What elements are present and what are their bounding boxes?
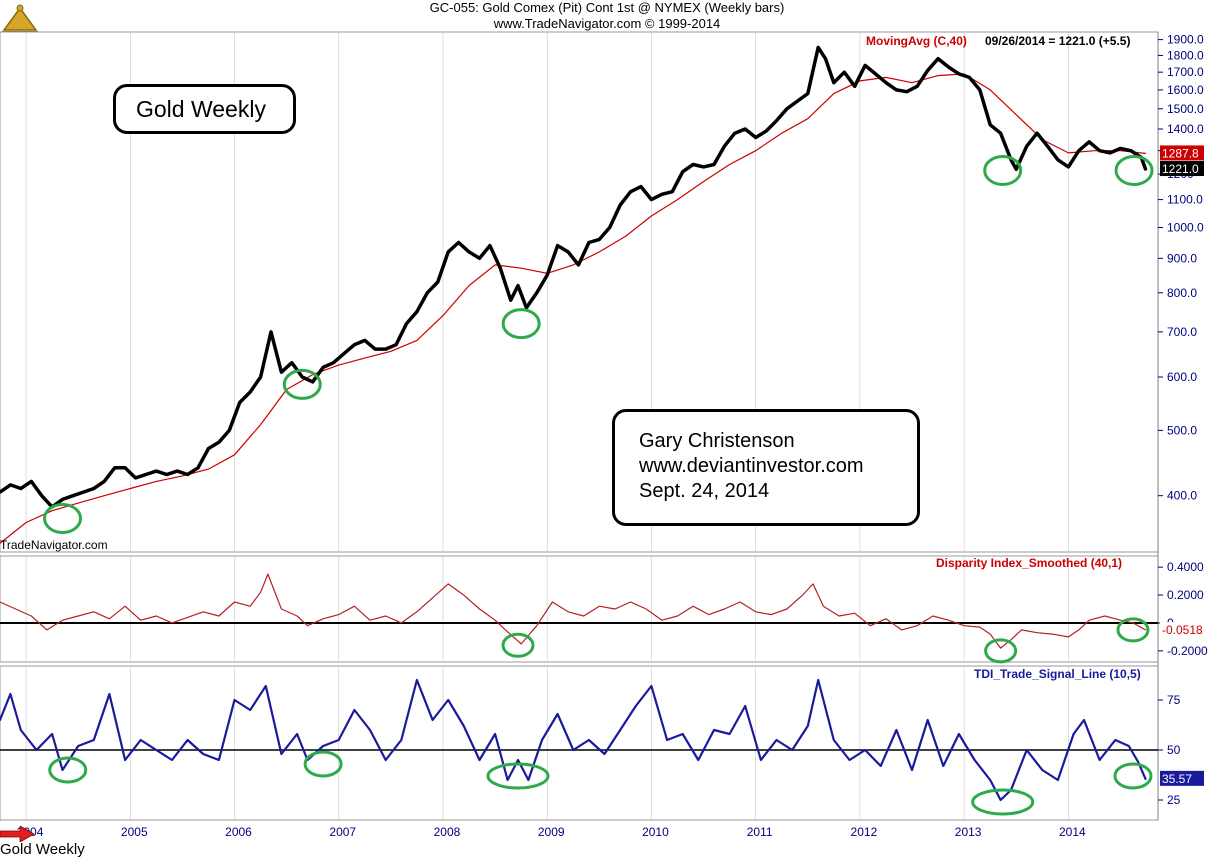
y-tick-label: 50 [1167, 743, 1181, 757]
tdi-title: TDI_Trade_Signal_Line (10,5) [974, 667, 1141, 681]
price-marker-circle [1114, 154, 1154, 186]
x-tick-label: 2011 [747, 825, 773, 839]
price-marker-circle [983, 154, 1023, 186]
x-tick-label: 2014 [1059, 825, 1086, 839]
y-tick-label: 1100.0 [1167, 193, 1203, 207]
panel-frame-tdi [0, 665, 1159, 821]
y-tick-label: 500.0 [1167, 423, 1197, 437]
gold-weekly-label: Gold Weekly [136, 96, 266, 122]
disparity-title: Disparity Index_Smoothed (40,1) [936, 556, 1122, 570]
y-tick-label: 700.0 [1167, 325, 1197, 339]
x-tick-label: 2012 [851, 825, 878, 839]
disparity-last-value-tag: -0.0518 [1162, 623, 1203, 637]
y-tick-label: 400.0 [1167, 489, 1197, 503]
disparity-marker-circle [984, 638, 1018, 664]
scroll-right-arrow-icon[interactable] [0, 826, 34, 842]
tdi-marker-circle [48, 756, 88, 784]
tdi-marker-circle [1113, 762, 1153, 790]
gold-weekly-note: Gold Weekly [113, 84, 296, 134]
author-note: Gary Christenson www.deviantinvestor.com… [612, 409, 920, 526]
price-marker-circle [501, 308, 541, 340]
moving-avg-title: MovingAvg (C,40) [866, 34, 967, 48]
x-tick-label: 2009 [538, 825, 565, 839]
tdi-last-value-tag-bg [1160, 770, 1204, 786]
ma-last-value-tag-bg [1160, 145, 1204, 161]
price-marker-circle [43, 503, 83, 535]
credit-text: TradeNavigator.com [0, 538, 108, 552]
y-tick-label: 1000.0 [1167, 220, 1204, 234]
y-tick-label: 1500.0 [1167, 102, 1204, 116]
x-tick-label: 2008 [434, 825, 461, 839]
tdi-last-value-tag: 35.57 [1162, 772, 1192, 786]
chart-title: GC-055: Gold Comex (Pit) Cont 1st @ NYME… [429, 0, 785, 15]
disparity-last-value-tag-bg [1160, 622, 1204, 638]
gold-price-line [0, 45, 1148, 509]
tdi-marker-circle [303, 750, 343, 778]
y-tick-label: 800.0 [1167, 286, 1197, 300]
x-tick-label: 2006 [225, 825, 252, 839]
ma-last-value-tag: 1287.8 [1162, 146, 1199, 160]
author-name: Gary Christenson [639, 430, 795, 452]
y-tick-label: 1900.0 [1167, 33, 1204, 47]
tdi-marker-circle [486, 762, 550, 790]
disparity-marker-circle [501, 632, 535, 658]
y-tick-label: 75 [1167, 693, 1181, 707]
footer-label: Gold Weekly [0, 841, 85, 858]
panel-frame-disparity [0, 555, 1159, 663]
x-tick-label: 2007 [329, 825, 356, 839]
y-tick-label: 900.0 [1167, 251, 1197, 265]
y-tick-label: 25 [1167, 793, 1181, 807]
y-tick-label: 1600.0 [1167, 83, 1204, 97]
author-website: www.deviantinvestor.com [639, 455, 864, 477]
y-tick-label: 600.0 [1167, 370, 1197, 384]
x-tick-label: 2010 [642, 825, 669, 839]
y-tick-label: 1800.0 [1167, 48, 1204, 62]
price-last-value-tag: 1221.0 [1162, 162, 1199, 176]
disparity-index-line [0, 573, 1147, 649]
y-tick-label: 1700.0 [1167, 65, 1204, 79]
price-info-text: 09/26/2014 = 1221.0 (+5.5) [985, 34, 1130, 48]
y-tick-label: -0.2000 [1167, 644, 1208, 658]
x-tick-label: 2013 [955, 825, 982, 839]
tdi-marker-circle [971, 788, 1035, 816]
price-last-value-tag-bg [1160, 161, 1204, 177]
tdi-signal-line [0, 678, 1147, 802]
y-tick-label: 1400.0 [1167, 122, 1204, 136]
y-tick-label: 0.4000 [1167, 560, 1204, 574]
price-marker-circle [282, 368, 322, 400]
author-date: Sept. 24, 2014 [639, 480, 770, 502]
chart-subtitle: www.TradeNavigator.com © 1999-2014 [493, 16, 721, 31]
disparity-marker-circle [1116, 617, 1150, 643]
x-tick-label: 2005 [121, 825, 148, 839]
y-tick-label: 0.2000 [1167, 588, 1204, 602]
